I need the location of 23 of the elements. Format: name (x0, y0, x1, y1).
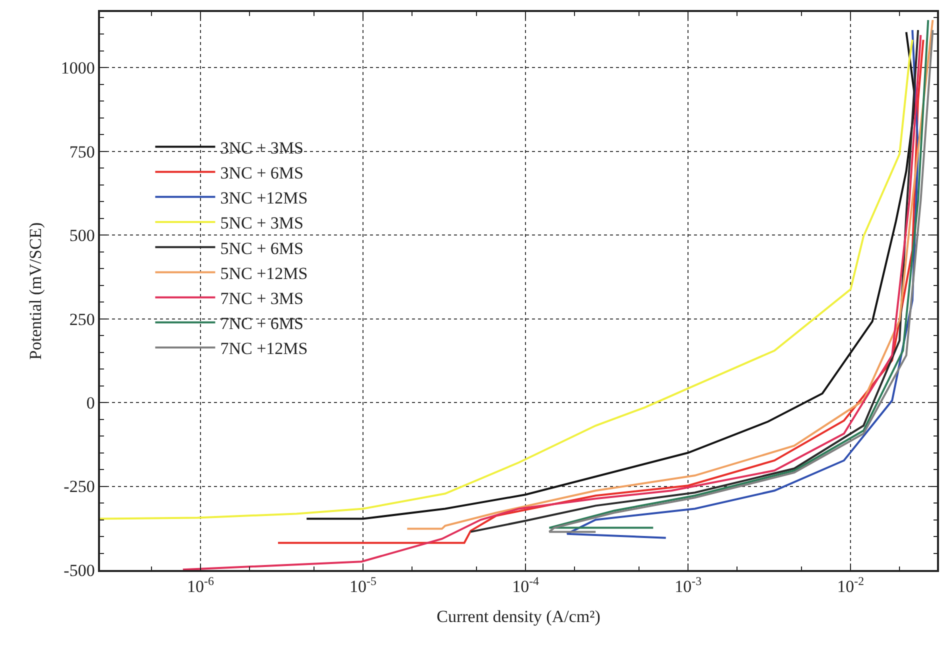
legend-label: 7NC + 3MS (220, 288, 304, 308)
y-tick-label: 750 (69, 142, 95, 162)
x-tick-label: 10$^{-6}$ (186, 574, 214, 596)
legend-label: 3NC +12MS (220, 188, 308, 208)
y-tick-label: 1000 (60, 58, 95, 78)
legend-label: 5NC + 6MS (220, 238, 304, 258)
x-tick-label: 10$^{-2}$ (837, 574, 864, 596)
y-tick-label: -250 (64, 477, 95, 496)
legend-label: 7NC +12MS (220, 339, 308, 358)
x-tick-label: 10$^{-5}$ (350, 574, 376, 596)
x-axis-title: Current density (A/cm²) (436, 607, 600, 626)
legend-label: 3NC + 6MS (220, 163, 304, 182)
x-tick-label: 10$^{-4}$ (512, 574, 540, 596)
y-tick-label: -500 (64, 560, 95, 580)
legend-label: 7NC + 6MS (220, 314, 304, 334)
y-tick-label: 0 (86, 393, 95, 412)
legend-label: 5NC + 3MS (220, 214, 304, 233)
legend-label: 5NC +12MS (220, 264, 308, 283)
legend-label: 3NC + 3MS (220, 138, 304, 158)
x-tick-label: 10$^{-3}$ (674, 574, 702, 596)
y-tick-label: 500 (69, 226, 95, 246)
y-axis-title: Potential (mV/SCE) (26, 222, 45, 360)
y-tick-label: 250 (69, 310, 95, 329)
